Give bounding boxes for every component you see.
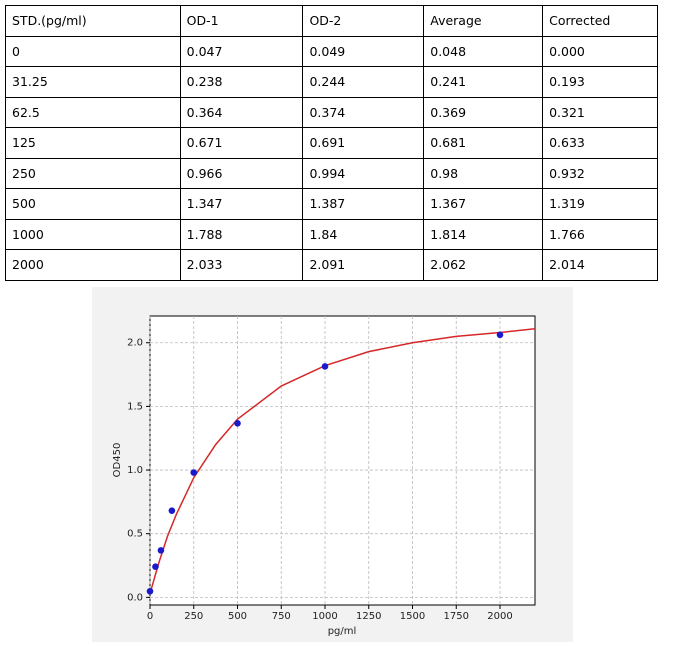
x-tick-label: 1250 xyxy=(356,611,381,622)
table-cell: 0.241 xyxy=(423,66,544,98)
table-cell: Corrected xyxy=(542,5,658,37)
table-cell: 2.033 xyxy=(179,249,304,281)
table-cell: 0.369 xyxy=(423,96,544,128)
table-cell: 0.193 xyxy=(542,66,658,98)
table-cell: 1.788 xyxy=(179,218,304,250)
x-tick-label: 1750 xyxy=(444,611,469,622)
table-cell: 0.994 xyxy=(302,157,425,189)
table-row: 125 0.671 0.691 0.681 0.633 xyxy=(5,127,658,159)
table-cell: 0.238 xyxy=(179,66,304,98)
table-cell: 0 xyxy=(5,35,181,67)
data-table: STD.(pg/ml) OD-1 OD-2 Average Corrected 0 0.04… xyxy=(5,5,658,281)
table-cell: 1000 xyxy=(5,218,181,250)
table-cell: 125 xyxy=(5,127,181,159)
table-row: 0 0.047 0.049 0.048 0.000 xyxy=(5,35,658,67)
table-cell: OD-1 xyxy=(179,5,304,37)
x-tick-label: 250 xyxy=(184,611,203,622)
table-cell: 0.374 xyxy=(302,96,425,128)
data-point xyxy=(168,507,176,514)
table-row: 31.25 0.238 0.244 0.241 0.193 xyxy=(5,66,658,98)
table-cell: 1.367 xyxy=(423,188,544,220)
plot-area xyxy=(149,315,536,606)
table-cell: 0.047 xyxy=(179,35,304,67)
data-point xyxy=(146,587,154,595)
table-cell: 250 xyxy=(5,157,181,189)
table-cell: 2000 xyxy=(5,249,181,281)
data-point xyxy=(234,420,241,427)
table-cell: 31.25 xyxy=(5,66,181,98)
table-cell: 0.681 xyxy=(423,127,544,159)
table-cell: 0.244 xyxy=(302,66,425,98)
table-row: 2000 2.033 2.091 2.062 2.014 xyxy=(5,249,658,281)
x-tick-label: 2000 xyxy=(487,611,512,622)
table-cell: 0.633 xyxy=(542,127,658,159)
y-tick-label: 0.0 xyxy=(127,592,143,603)
x-tick-label: 500 xyxy=(228,611,247,622)
table-cell: 500 xyxy=(5,188,181,220)
x-tick-label: 750 xyxy=(272,611,291,622)
table-cell: 0.691 xyxy=(302,127,425,159)
table-row: 62.5 0.364 0.374 0.369 0.321 xyxy=(5,96,658,128)
table-cell: 0.321 xyxy=(542,96,658,128)
table-row: 1000 1.788 1.84 1.814 1.766 xyxy=(5,218,658,250)
table-cell: STD.(pg/ml) xyxy=(5,5,181,37)
table-cell: 1.319 xyxy=(542,188,658,220)
x-axis-label: pg/ml xyxy=(328,626,357,637)
table-cell: 1.766 xyxy=(542,218,658,250)
data-point xyxy=(321,363,329,370)
table-row: 250 0.966 0.994 0.98 0.932 xyxy=(5,157,658,189)
data-point xyxy=(157,547,165,554)
chart-area: pg/ml OD450 0 250 500 750 1000 1250 1500 1750 20… xyxy=(92,287,573,642)
table-row: STD.(pg/ml) OD-1 OD-2 Average Corrected xyxy=(5,5,658,37)
table-row: 500 1.347 1.387 1.367 1.319 xyxy=(5,188,658,220)
x-tick-label: 1500 xyxy=(400,611,425,622)
table-cell: 0.364 xyxy=(179,96,304,128)
y-tick-label: 0.5 xyxy=(127,529,143,540)
table-cell: 2.014 xyxy=(542,249,658,281)
table-cell: 1.814 xyxy=(423,218,544,250)
table-cell: Average xyxy=(423,5,544,37)
table-cell: 0.049 xyxy=(302,35,425,67)
data-point xyxy=(496,331,504,339)
y-tick-label: 2.0 xyxy=(127,338,143,349)
table-cell: 1.84 xyxy=(302,218,425,250)
y-tick-label: 1.5 xyxy=(127,401,143,412)
table-cell: 1.347 xyxy=(179,188,304,220)
y-tick-label: 1.0 xyxy=(127,465,143,476)
x-tick-label: 0 xyxy=(147,611,153,622)
x-tick-label: 1000 xyxy=(312,611,337,622)
table-cell: OD-2 xyxy=(302,5,425,37)
table-cell: 0.932 xyxy=(542,157,658,189)
table-cell: 0.000 xyxy=(542,35,658,67)
data-point xyxy=(190,469,198,476)
table-cell: 0.98 xyxy=(423,157,544,189)
table-cell: 0.671 xyxy=(179,127,304,159)
table-cell: 0.966 xyxy=(179,157,304,189)
y-axis-label: OD450 xyxy=(112,443,123,478)
fit-curve xyxy=(150,327,535,594)
table-cell: 62.5 xyxy=(5,96,181,128)
table-cell: 2.062 xyxy=(423,249,544,281)
data-point xyxy=(152,563,159,570)
table-cell: 1.387 xyxy=(302,188,425,220)
table-cell: 2.091 xyxy=(302,249,425,281)
chart: pg/ml OD450 0 250 500 750 1000 1250 1500 1750 20… xyxy=(112,315,536,637)
table-cell: 0.048 xyxy=(423,35,544,67)
